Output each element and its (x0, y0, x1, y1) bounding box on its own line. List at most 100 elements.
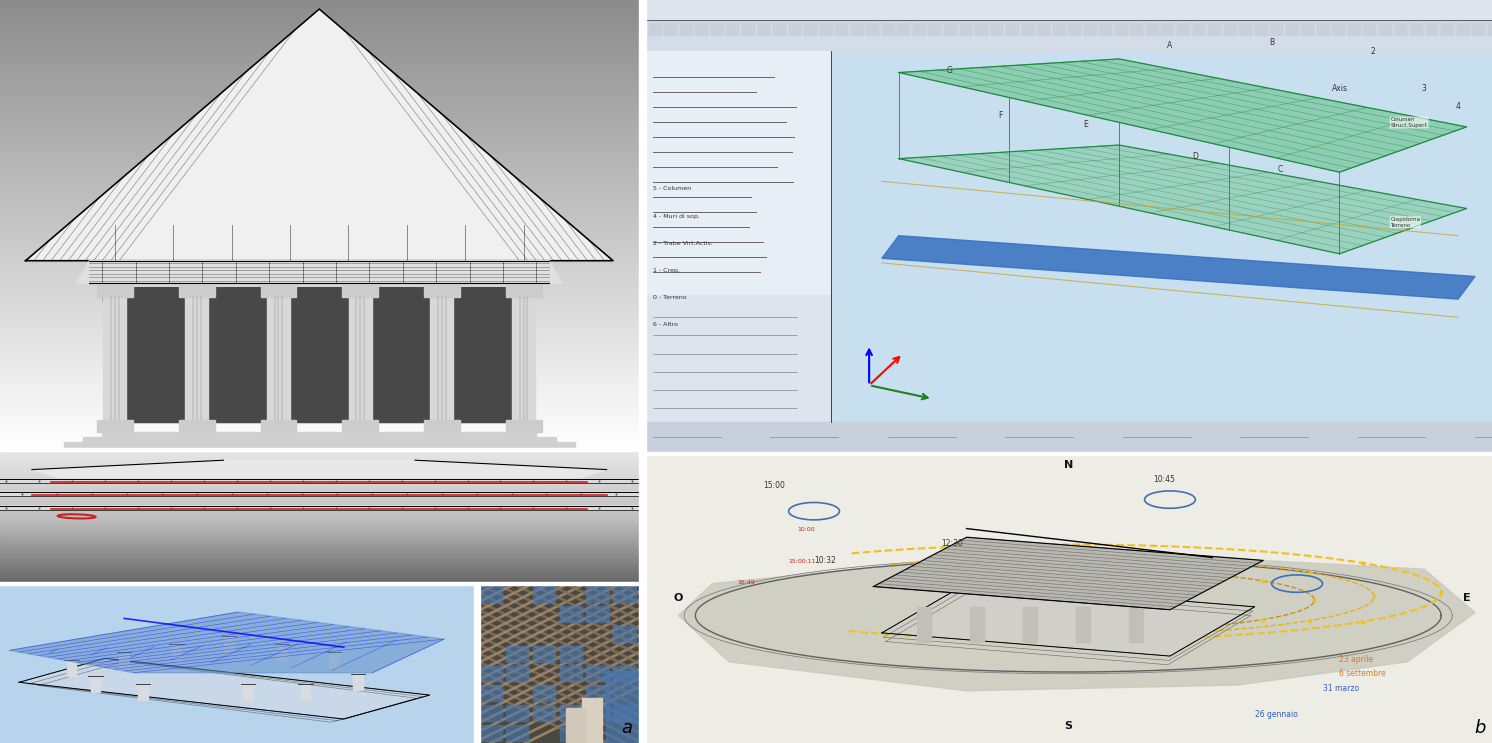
Bar (0, 37, 639, 41)
Bar (0, 131, 639, 135)
Bar (0, 435, 639, 438)
Bar (0, 371, 639, 374)
Bar (301, 684, 310, 700)
Bar (0, 356, 639, 360)
Polygon shape (31, 460, 607, 483)
Bar (819, 23, 831, 36)
Polygon shape (0, 479, 677, 483)
Bar (0, 514, 639, 516)
Polygon shape (645, 51, 831, 421)
Bar (0, 487, 639, 490)
Bar (0, 277, 639, 281)
Bar (0, 400, 639, 404)
Bar (0, 516, 639, 519)
Bar (565, 708, 585, 743)
Bar (430, 288, 454, 423)
Bar (1410, 23, 1422, 36)
Bar (586, 686, 609, 701)
Polygon shape (882, 584, 1255, 656)
Bar (928, 23, 940, 36)
Bar (0, 559, 639, 561)
Bar (0, 579, 639, 581)
Bar (0, 427, 639, 431)
Bar (773, 23, 785, 36)
Bar (185, 288, 209, 423)
Bar (1022, 23, 1034, 36)
Bar (0, 545, 639, 548)
Polygon shape (645, 421, 1492, 453)
Bar (0, 217, 639, 221)
Bar (267, 288, 289, 423)
Bar (533, 646, 555, 661)
Polygon shape (0, 583, 477, 743)
Bar (613, 666, 636, 681)
Bar (1473, 23, 1485, 36)
Bar (0, 71, 639, 75)
Bar (0, 49, 639, 53)
Bar (1037, 23, 1049, 36)
Bar (0, 281, 639, 285)
Bar (560, 646, 582, 661)
Bar (970, 607, 983, 642)
Bar (0, 568, 639, 570)
Text: N: N (1064, 460, 1073, 470)
Bar (0, 307, 639, 311)
Bar (0, 210, 639, 213)
Bar (1426, 23, 1437, 36)
Text: 1 - Crep.: 1 - Crep. (653, 268, 680, 273)
Bar (0, 525, 639, 528)
Bar (742, 23, 753, 36)
Bar (0, 409, 639, 412)
Bar (533, 705, 555, 721)
Bar (0, 75, 639, 79)
Bar (1006, 23, 1018, 36)
Bar (0, 519, 639, 521)
Bar (0, 348, 639, 352)
Text: 2: 2 (1371, 48, 1376, 56)
Bar (0, 259, 639, 262)
Bar (976, 23, 986, 36)
Polygon shape (606, 671, 639, 743)
Bar (0, 499, 639, 501)
Bar (0, 64, 639, 68)
Text: 16:49: 16:49 (737, 580, 755, 585)
Bar (0, 7, 639, 11)
Bar (0, 30, 639, 33)
Text: 23 aprile: 23 aprile (1340, 655, 1374, 663)
Text: 4 - Muri di sop.: 4 - Muri di sop. (653, 213, 700, 218)
Bar (0, 345, 639, 348)
Text: 31 marzo: 31 marzo (1322, 684, 1359, 692)
Text: 5 - Columen: 5 - Columen (653, 186, 691, 192)
Polygon shape (831, 51, 1492, 421)
Bar (804, 23, 816, 36)
Bar (0, 478, 639, 481)
Bar (586, 606, 609, 622)
Text: 26 gennaio: 26 gennaio (1255, 710, 1298, 719)
Bar (0, 326, 639, 330)
Bar (0, 572, 639, 574)
Bar (918, 607, 931, 642)
Text: 6 settembre: 6 settembre (1340, 669, 1386, 678)
Bar (342, 285, 377, 296)
Polygon shape (0, 493, 697, 496)
Text: 10:45: 10:45 (1153, 476, 1174, 484)
Bar (0, 510, 639, 512)
Bar (179, 285, 215, 296)
Polygon shape (898, 145, 1467, 254)
Bar (0, 86, 639, 90)
Bar (0, 97, 639, 101)
Bar (119, 652, 128, 668)
Polygon shape (882, 236, 1476, 299)
Bar (0, 262, 639, 266)
Bar (0, 195, 639, 198)
Bar (0, 446, 639, 450)
Text: Columen
Struct.Superf.: Columen Struct.Superf. (1391, 117, 1428, 128)
Bar (506, 666, 528, 681)
Bar (0, 123, 639, 127)
Bar (0, 273, 639, 277)
Bar (0, 285, 639, 288)
Bar (0, 470, 639, 472)
Bar (533, 686, 555, 701)
Text: 3: 3 (1422, 84, 1426, 93)
Bar (0, 101, 639, 105)
